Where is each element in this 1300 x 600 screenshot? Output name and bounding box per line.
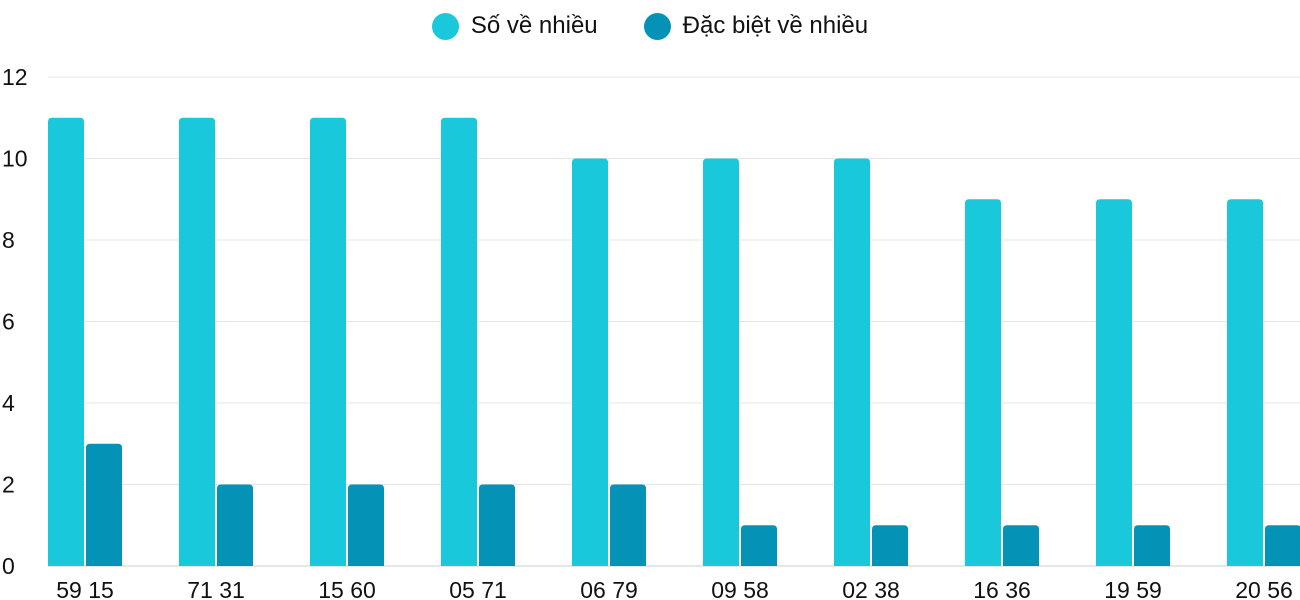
bar-series-2	[479, 484, 515, 566]
legend: Số về nhiều Đặc biệt về nhiều	[0, 12, 1300, 40]
legend-item-series-2[interactable]: Đặc biệt về nhiều	[643, 12, 869, 40]
bar-series-2	[86, 443, 122, 566]
bar-series-2	[1003, 525, 1039, 566]
bar-series-1	[965, 199, 1001, 566]
bar-series-1	[1227, 199, 1263, 566]
x-tick-label: 05 71	[449, 577, 507, 600]
x-tick-label: 71 31	[187, 577, 245, 600]
x-tick-label: 16 36	[973, 577, 1031, 600]
x-tick-label: 20 56	[1235, 577, 1293, 600]
x-tick-label: 15 60	[318, 577, 376, 600]
legend-item-series-1[interactable]: Số về nhiều	[431, 12, 598, 40]
bar-series-1	[179, 117, 215, 566]
bar-series-1	[1096, 199, 1132, 566]
bar-series-2	[348, 484, 384, 566]
legend-marker-icon	[431, 12, 459, 40]
bar-series-2	[741, 525, 777, 566]
bar-series-1	[834, 158, 870, 566]
y-tick-label: 4	[2, 390, 15, 416]
bar-series-1	[48, 117, 84, 566]
bar-series-2	[610, 484, 646, 566]
y-tick-label: 12	[2, 64, 28, 90]
bar-series-2	[217, 484, 253, 566]
x-tick-label: 02 38	[842, 577, 900, 600]
x-tick-label: 06 79	[580, 577, 638, 600]
bar-series-1	[703, 158, 739, 566]
bar-series-2	[1134, 525, 1170, 566]
x-tick-label: 59 15	[56, 577, 114, 600]
bar-series-2	[1265, 525, 1300, 566]
y-tick-label: 8	[2, 227, 15, 253]
x-tick-label: 09 58	[711, 577, 769, 600]
bar-series-1	[572, 158, 608, 566]
x-tick-label: 19 59	[1104, 577, 1162, 600]
legend-marker-icon	[643, 12, 671, 40]
legend-label: Đặc biệt về nhiều	[682, 12, 869, 39]
bar-series-2	[872, 525, 908, 566]
y-tick-label: 6	[2, 309, 15, 335]
y-tick-label: 0	[2, 553, 15, 579]
y-tick-label: 2	[2, 472, 15, 498]
bar-series-1	[441, 117, 477, 566]
legend-label: Số về nhiều	[470, 12, 598, 39]
bar-series-1	[310, 117, 346, 566]
y-tick-label: 10	[2, 146, 28, 172]
